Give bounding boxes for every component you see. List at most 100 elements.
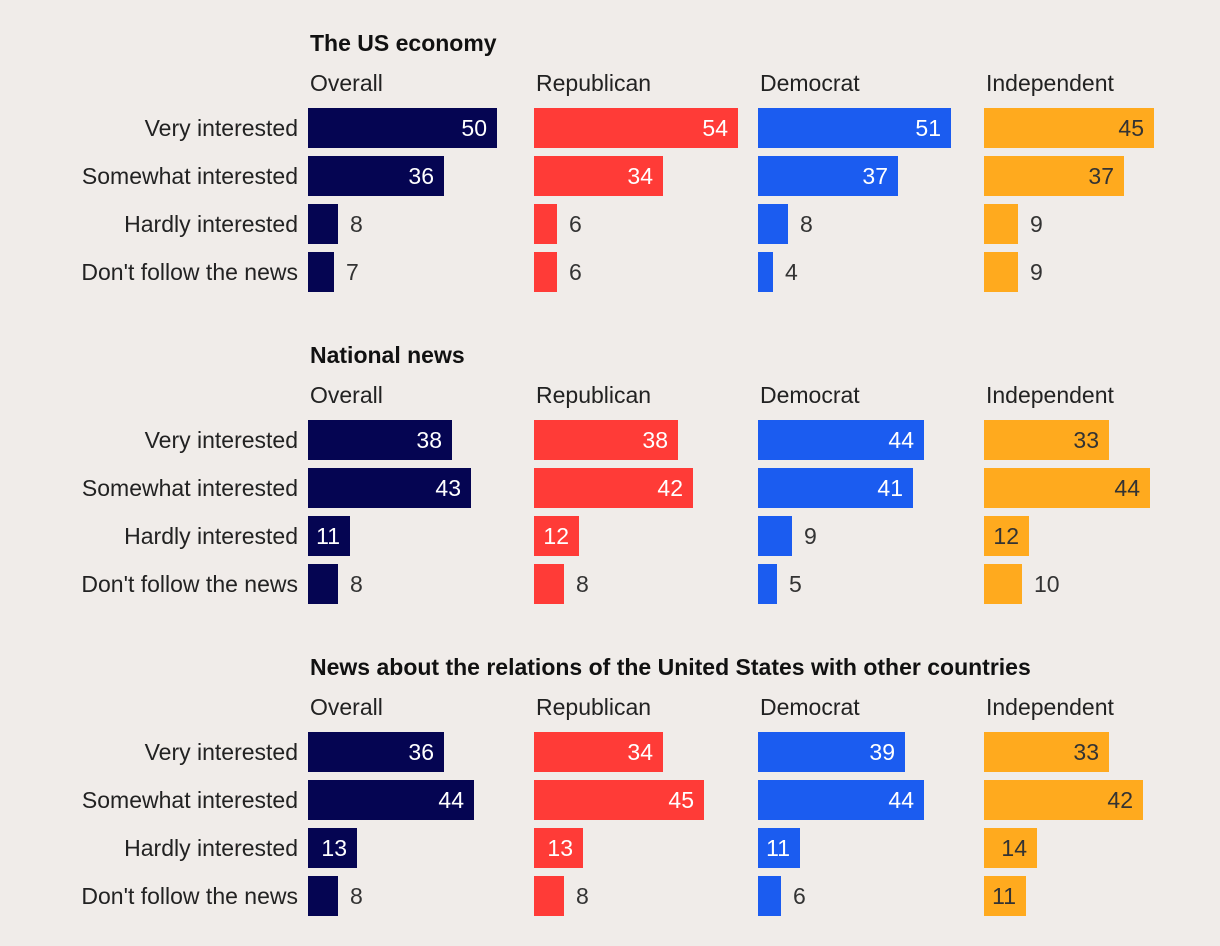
- bar-overall-somewhat-interested: [308, 468, 471, 508]
- bar-overall-somewhat-interested: [308, 780, 474, 820]
- bar-independent-hardly-interested: [984, 204, 1018, 244]
- data-label: 37: [862, 163, 888, 189]
- bar-democrat-somewhat-interested: [758, 156, 898, 196]
- panel-title: National news: [310, 342, 465, 368]
- bar-democrat-hardly-interested: [758, 516, 792, 556]
- data-label: 36: [408, 739, 434, 765]
- column-header-republican: Republican: [536, 70, 652, 96]
- bar-democrat-very-interested: [758, 108, 951, 148]
- bar-republican-very-interested: [534, 420, 678, 460]
- data-label: 8: [576, 571, 589, 597]
- bar-independent-don-t-follow-the-news: [984, 252, 1018, 292]
- bar-republican-don-t-follow-the-news: [534, 564, 564, 604]
- bar-democrat-somewhat-interested: [758, 468, 913, 508]
- column-header-independent: Independent: [986, 382, 1114, 408]
- bar-democrat-don-t-follow-the-news: [758, 564, 777, 604]
- column-header-democrat: Democrat: [760, 694, 860, 720]
- bar-independent-hardly-interested: [984, 516, 1029, 556]
- bar-democrat-hardly-interested: [758, 828, 800, 868]
- data-label: 7: [346, 259, 359, 285]
- row-label-don-t-follow-the-news: Don't follow the news: [81, 883, 298, 909]
- bar-democrat-don-t-follow-the-news: [758, 252, 773, 292]
- row-label-very-interested: Very interested: [144, 427, 298, 453]
- column-header-democrat: Democrat: [760, 382, 860, 408]
- row-label-hardly-interested: Hardly interested: [124, 211, 298, 237]
- row-label-don-t-follow-the-news: Don't follow the news: [81, 571, 298, 597]
- data-label: 44: [888, 787, 914, 813]
- data-label: 9: [1030, 259, 1043, 285]
- data-label: 8: [800, 211, 813, 237]
- data-label: 45: [1118, 115, 1144, 141]
- column-header-democrat: Democrat: [760, 70, 860, 96]
- data-label: 51: [915, 115, 941, 141]
- row-label-somewhat-interested: Somewhat interested: [81, 787, 298, 813]
- data-label: 33: [1073, 427, 1099, 453]
- bar-overall-hardly-interested: [308, 204, 338, 244]
- bar-overall-very-interested: [308, 108, 497, 148]
- row-label-hardly-interested: Hardly interested: [124, 523, 298, 549]
- bar-democrat-somewhat-interested: [758, 780, 924, 820]
- bar-republican-somewhat-interested: [534, 780, 704, 820]
- bar-republican-very-interested: [534, 732, 663, 772]
- data-label: 39: [869, 739, 895, 765]
- column-header-republican: Republican: [536, 694, 652, 720]
- row-label-very-interested: Very interested: [144, 739, 298, 765]
- data-label: 54: [702, 115, 728, 141]
- column-header-overall: Overall: [310, 694, 383, 720]
- bar-independent-very-interested: [984, 732, 1109, 772]
- data-label: 8: [350, 211, 363, 237]
- bar-independent-somewhat-interested: [984, 156, 1124, 196]
- data-label: 8: [576, 883, 589, 909]
- data-label: 9: [1030, 211, 1043, 237]
- data-label: 12: [993, 523, 1019, 549]
- bar-republican-hardly-interested: [534, 516, 579, 556]
- bar-overall-don-t-follow-the-news: [308, 252, 334, 292]
- data-label: 8: [350, 883, 363, 909]
- data-label: 34: [627, 163, 653, 189]
- bar-democrat-very-interested: [758, 420, 924, 460]
- data-label: 50: [461, 115, 487, 141]
- data-label: 6: [569, 211, 582, 237]
- data-label: 34: [627, 739, 653, 765]
- data-label: 10: [1034, 571, 1060, 597]
- bar-overall-hardly-interested: [308, 828, 357, 868]
- bar-overall-don-t-follow-the-news: [308, 564, 338, 604]
- bar-republican-somewhat-interested: [534, 156, 663, 196]
- data-label: 45: [668, 787, 694, 813]
- data-label: 13: [547, 835, 573, 861]
- bar-democrat-don-t-follow-the-news: [758, 876, 781, 916]
- column-header-independent: Independent: [986, 694, 1114, 720]
- data-label: 43: [435, 475, 461, 501]
- bar-republican-hardly-interested: [534, 204, 557, 244]
- bar-overall-very-interested: [308, 732, 444, 772]
- column-header-independent: Independent: [986, 70, 1114, 96]
- data-label: 42: [657, 475, 683, 501]
- data-label: 33: [1073, 739, 1099, 765]
- column-header-overall: Overall: [310, 382, 383, 408]
- data-label: 41: [877, 475, 903, 501]
- row-label-very-interested: Very interested: [144, 115, 298, 141]
- panel-title: News about the relations of the United S…: [310, 654, 1031, 680]
- data-label: 44: [888, 427, 914, 453]
- bar-republican-don-t-follow-the-news: [534, 876, 564, 916]
- bar-republican-hardly-interested: [534, 828, 583, 868]
- data-label: 6: [569, 259, 582, 285]
- data-label: 38: [416, 427, 442, 453]
- data-label: 5: [789, 571, 802, 597]
- bar-independent-very-interested: [984, 420, 1109, 460]
- row-label-somewhat-interested: Somewhat interested: [81, 475, 298, 501]
- data-label: 13: [321, 835, 347, 861]
- bar-independent-hardly-interested: [984, 828, 1037, 868]
- data-label: 6: [793, 883, 806, 909]
- data-label: 14: [1001, 835, 1027, 861]
- bar-independent-don-t-follow-the-news: [984, 876, 1026, 916]
- bar-overall-very-interested: [308, 420, 452, 460]
- data-label: 12: [543, 523, 569, 549]
- column-header-overall: Overall: [310, 70, 383, 96]
- data-label: 42: [1107, 787, 1133, 813]
- bar-overall-hardly-interested: [308, 516, 350, 556]
- bar-republican-somewhat-interested: [534, 468, 693, 508]
- data-label: 11: [992, 883, 1016, 909]
- bar-overall-somewhat-interested: [308, 156, 444, 196]
